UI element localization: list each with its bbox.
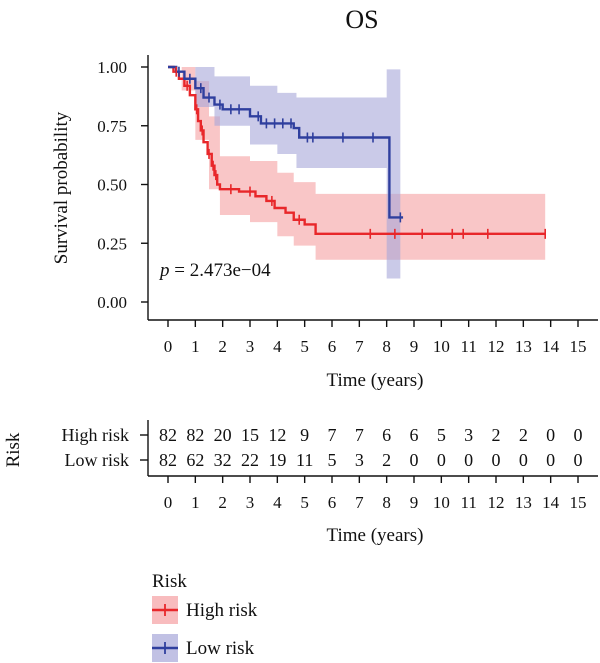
x-tick-label: 10 [433,337,450,356]
x-tick-label: 13 [515,337,532,356]
risk-count: 11 [296,450,313,470]
risk-count: 82 [159,450,177,470]
risk-row-label: Low risk [65,450,130,470]
risk-x-tick-label: 9 [410,493,419,512]
risk-count: 5 [328,450,337,470]
x-tick-label: 9 [410,337,419,356]
risk-count: 0 [464,450,473,470]
risk-count: 20 [214,425,232,445]
low-risk-survival-line [168,65,404,219]
risk-x-tick-label: 8 [382,493,391,512]
chart-title: OS [345,5,378,34]
y-tick-label: 0.00 [97,293,127,312]
risk-count: 82 [159,425,177,445]
risk-count: 32 [214,450,232,470]
low-risk-ci-band [168,67,401,279]
x-tick-label: 15 [570,337,587,356]
risk-x-tick-label: 3 [246,493,255,512]
x-tick-label: 5 [300,337,309,356]
risk-count: 5 [437,425,446,445]
risk-count: 2 [492,425,501,445]
risk-count: 0 [574,450,583,470]
y-axis: 0.00 0.25 0.50 0.75 1.00 [97,55,149,320]
risk-count: 2 [382,450,391,470]
risk-x-tick-label: 7 [355,493,364,512]
risk-x-tick-label: 15 [570,493,587,512]
x-tick-label: 7 [355,337,364,356]
x-tick-label: 6 [328,337,337,356]
risk-table-title: Risk [3,432,24,467]
risk-x-tick-label: 0 [164,493,173,512]
x-tick-label: 0 [164,337,173,356]
y-tick-label: 0.75 [97,117,127,136]
risk-count: 0 [574,425,583,445]
risk-count: 3 [355,450,364,470]
high-risk-ci-band [168,67,546,260]
x-tick-label: 3 [246,337,255,356]
y-tick-label: 0.50 [97,176,127,195]
legend-label: High risk [186,600,258,621]
risk-count: 12 [268,425,286,445]
survival-curves [168,65,546,236]
x-tick-label: 12 [488,337,505,356]
high-risk-survival-line [168,65,546,236]
x-tick-label: 1 [191,337,200,356]
risk-count: 0 [519,450,528,470]
risk-count: 15 [241,425,259,445]
risk-count: 0 [546,425,555,445]
y-axis-label: Survival probability [51,111,72,264]
risk-x-tick-label: 6 [328,493,337,512]
risk-count: 9 [300,425,309,445]
risk-x-tick-label: 1 [191,493,200,512]
legend-title: Risk [152,571,187,592]
risk-x-tick-label: 5 [300,493,309,512]
survival-plot: 0 1 2 3 4 5 6 7 8 9 10 11 12 13 14 15 0.000.250.500.751… [97,55,598,356]
x-axis-label: Time (years) [327,370,424,391]
p-value-text: = 2.473e−04 [170,260,272,281]
p-symbol: p [158,260,170,281]
risk-x-tick-label: 2 [218,493,227,512]
risk-x-tick-label: 13 [515,493,532,512]
risk-count: 0 [437,450,446,470]
x-tick-label: 11 [460,337,476,356]
risk-count: 6 [382,425,391,445]
risk-table-x-label: Time (years) [327,525,424,546]
confidence-bands [168,67,546,279]
risk-count: 62 [186,450,204,470]
p-value: p = 2.473e−04 [158,260,271,281]
risk-count: 19 [268,450,286,470]
censor-marks [175,66,547,239]
risk-count: 0 [546,450,555,470]
risk-count: 82 [186,425,204,445]
risk-count: 2 [519,425,528,445]
x-axis: 0 1 2 3 4 5 6 7 8 9 10 11 12 13 14 15 [148,319,598,356]
risk-count: 0 [410,450,419,470]
risk-x-tick-label: 10 [433,493,450,512]
x-tick-label: 2 [218,337,227,356]
risk-x-tick-label: 12 [488,493,505,512]
x-tick-label: 14 [542,337,560,356]
legend-item-low-risk: Low risk [152,634,255,662]
risk-count: 22 [241,450,259,470]
x-tick-label: 8 [382,337,391,356]
risk-x-tick-label: 11 [460,493,476,512]
y-tick-label: 0.25 [97,234,127,253]
risk-x-tick-label: 14 [542,493,560,512]
risk-count: 3 [464,425,473,445]
risk-row-label: High risk [62,425,130,445]
legend-label: Low risk [186,638,255,659]
risk-count: 7 [328,425,337,445]
risk-x-tick-label: 4 [273,493,282,512]
risk-count: 6 [410,425,419,445]
legend: High risk Low risk [152,596,258,662]
y-tick-label: 1.00 [97,58,127,77]
risk-count: 0 [492,450,501,470]
legend-item-high-risk: High risk [152,596,258,624]
x-tick-label: 4 [273,337,282,356]
risk-count: 7 [355,425,364,445]
